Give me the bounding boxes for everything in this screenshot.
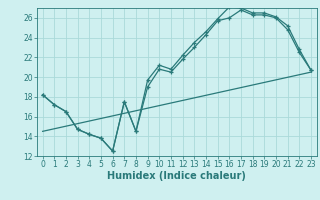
X-axis label: Humidex (Indice chaleur): Humidex (Indice chaleur) — [108, 171, 246, 181]
